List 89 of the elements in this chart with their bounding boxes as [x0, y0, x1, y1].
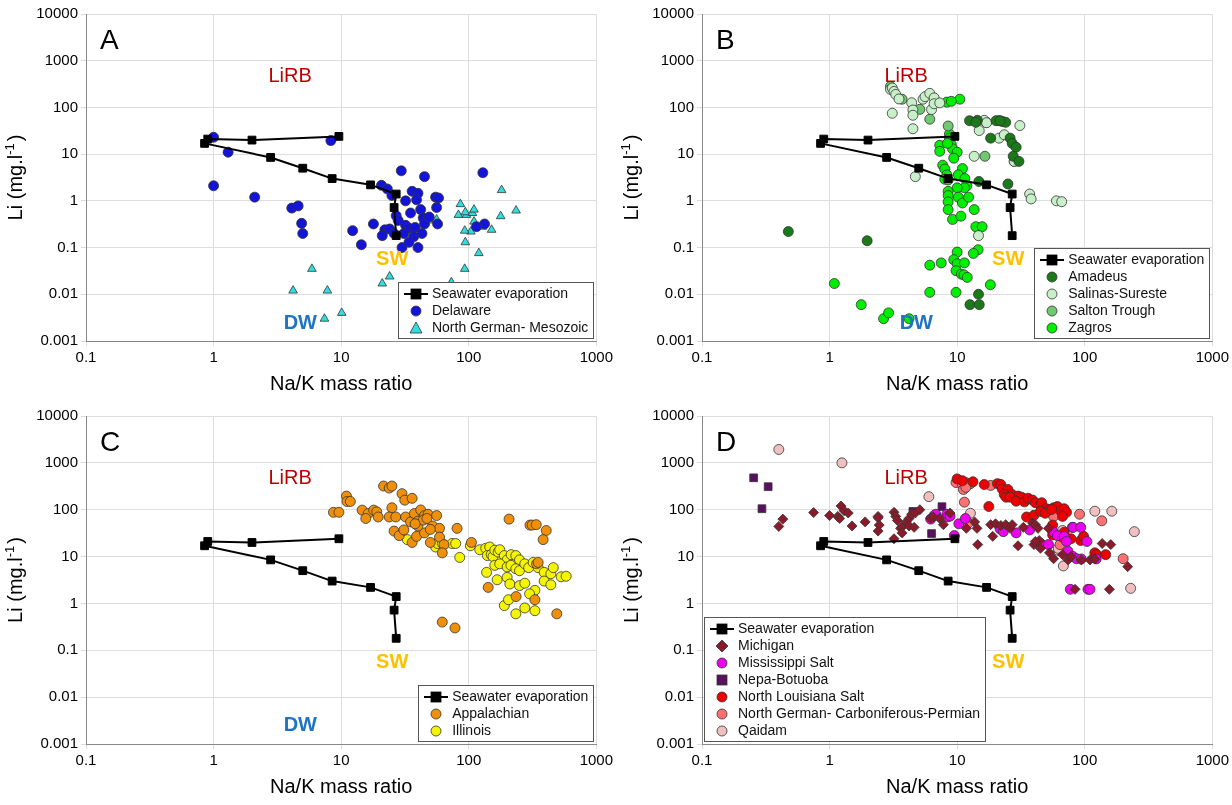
x-tick-label: 10 [332, 751, 350, 769]
y-tick-label: 1 [69, 593, 78, 611]
chart-title: A [100, 23, 119, 55]
y-tick-label: 0.001 [40, 331, 78, 349]
y-tick-label: 100 [668, 97, 694, 115]
y-tick-label: 1000 [44, 453, 78, 470]
y-tick-label: 0.001 [656, 734, 694, 752]
x-tick-label: 1000 [579, 348, 613, 366]
legend-label: Nepa-Botuoba [738, 671, 829, 688]
legend-label: Zagros [1068, 319, 1112, 336]
x-tick-label: 1000 [1195, 348, 1229, 366]
y-tick-label: 100 [668, 499, 694, 517]
x-tick-label: 1 [825, 348, 834, 366]
x-tick-label: 100 [456, 751, 482, 769]
legend-label: North German- Carboniferous-Permian [738, 705, 980, 722]
annotation: LiRB [884, 465, 928, 488]
y-tick-label: 1000 [660, 453, 694, 470]
legend-label: Amadeus [1068, 268, 1128, 285]
annotation: DW [283, 713, 318, 736]
y-axis-title: Li (mg.l-1) [617, 537, 642, 623]
x-axis-title: Na/K mass ratio [886, 774, 1029, 797]
y-tick-label: 0.1 [57, 237, 78, 255]
y-tick-label: 0.001 [40, 734, 78, 752]
y-tick-label: 10 [61, 546, 78, 564]
x-tick-label: 100 [1072, 751, 1098, 769]
x-axis-title: Na/K mass ratio [270, 371, 413, 394]
y-tick-label: 0.01 [664, 687, 694, 705]
x-axis-title: Na/K mass ratio [270, 774, 413, 797]
y-tick-label: 10000 [652, 406, 694, 424]
y-tick-label: 0.01 [664, 284, 694, 302]
y-tick-label: 100 [52, 97, 78, 115]
y-tick-label: 1 [685, 191, 694, 208]
x-tick-label: 100 [456, 348, 482, 366]
annotation: SW [376, 246, 409, 269]
legend-label: Appalachian [452, 705, 530, 722]
y-tick-label: 1 [69, 191, 78, 208]
legend-label: Seawater evaporation [738, 620, 875, 637]
legend-label: Seawater evaporation [431, 285, 569, 302]
y-tick-label: 0.01 [48, 284, 78, 302]
y-tick-label: 10000 [36, 4, 78, 22]
y-tick-label: 0.1 [57, 640, 78, 658]
legend-label: Illinois [452, 722, 492, 739]
legend-label: Mississippi Salt [738, 654, 834, 671]
x-tick-label: 1000 [579, 751, 613, 769]
y-axis-title: Li (mg.l-1) [617, 134, 642, 221]
y-tick-label: 0.001 [656, 331, 694, 349]
y-tick-label: 0.1 [673, 237, 694, 255]
legend-label: Seawater evaporation [1068, 251, 1205, 268]
legend-label: Salinas-Sureste [1068, 285, 1167, 302]
annotation: LiRB [884, 63, 928, 86]
annotation: SW [376, 649, 409, 672]
y-tick-label: 100 [52, 499, 78, 517]
y-tick-label: 10 [677, 546, 694, 564]
legend-label: Michigan [738, 637, 795, 654]
x-tick-label: 1 [209, 751, 218, 769]
x-tick-label: 1 [825, 751, 834, 769]
x-tick-label: 100 [1072, 348, 1098, 366]
y-tick-label: 1000 [44, 50, 78, 68]
legend-label: Qaidam [738, 722, 788, 739]
y-tick-label: 10000 [652, 4, 694, 22]
annotation: LiRB [268, 63, 312, 86]
y-axis-title: Li (mg.l-1) [1, 134, 26, 221]
chart-title: C [100, 425, 121, 457]
legend-label: North German- Mesozoic [431, 319, 589, 336]
y-tick-label: 1 [685, 593, 694, 611]
annotation: LiRB [268, 465, 312, 488]
chart-title: B [716, 23, 735, 55]
x-tick-label: 10 [948, 751, 966, 769]
legend-label: Seawater evaporation [452, 688, 589, 705]
legend-label: Salton Trough [1068, 302, 1156, 319]
legend-label: Delaware [431, 302, 492, 319]
y-tick-label: 10 [677, 144, 694, 162]
annotation: SW [992, 246, 1025, 269]
annotation: DW [283, 310, 318, 333]
x-tick-label: 1 [209, 348, 218, 366]
annotation: SW [992, 649, 1025, 672]
x-tick-label: 10 [332, 348, 350, 366]
y-tick-label: 10000 [36, 406, 78, 424]
y-tick-label: 10 [61, 144, 78, 162]
y-tick-label: 1000 [660, 50, 694, 68]
annotation: DW [899, 310, 934, 333]
x-tick-label: 10 [948, 348, 966, 366]
x-tick-label: 1000 [1195, 751, 1229, 769]
y-tick-label: 0.01 [48, 687, 78, 705]
y-tick-label: 0.1 [673, 640, 694, 658]
y-axis-title: Li (mg.l-1) [1, 537, 26, 623]
x-axis-title: Na/K mass ratio [886, 371, 1029, 394]
chart-title: D [716, 425, 737, 457]
legend-label: North Louisiana Salt [738, 688, 865, 705]
